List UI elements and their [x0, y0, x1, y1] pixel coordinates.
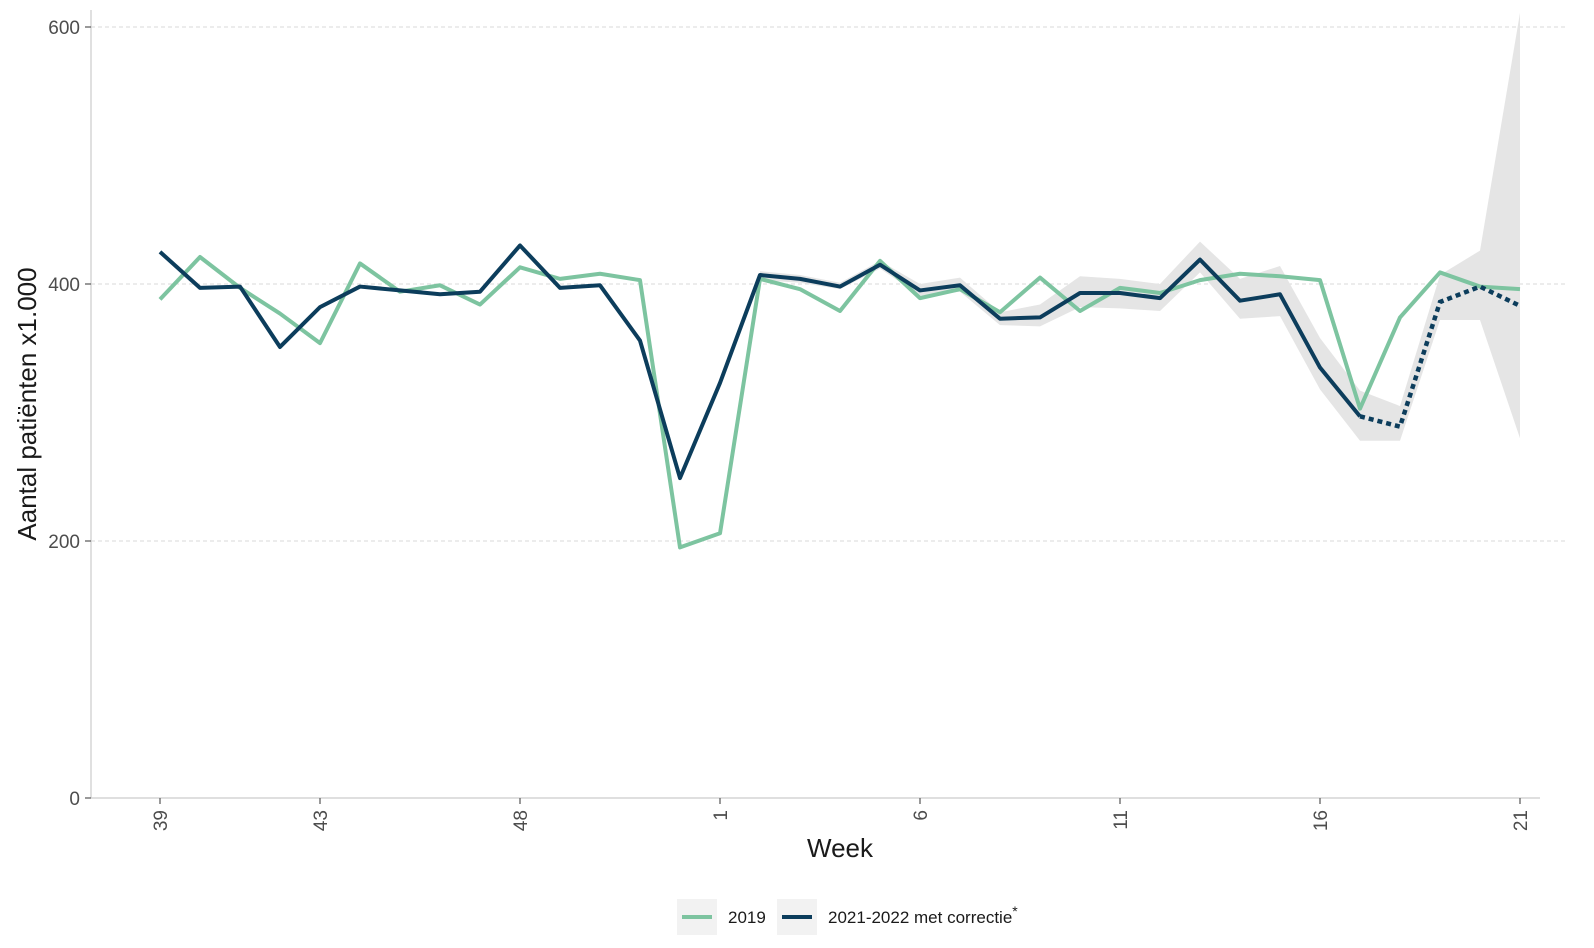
legend-label-2019: 2019: [728, 908, 766, 927]
series-line-projection: [1359, 284, 1521, 430]
confidence-band: [760, 12, 1520, 441]
y-tick-label: 400: [48, 275, 80, 296]
y-tick-label: 0: [69, 789, 80, 810]
x-tick-label: 16: [1311, 810, 1332, 831]
x-axis-ticks: 39 43 48 1 6 11 16 21: [151, 798, 1532, 831]
y-axis-ticks: 0 200 400 600: [48, 18, 91, 810]
series-line-2019: [158, 255, 1521, 550]
y-axis-title: Aantal patiënten x1.000: [12, 267, 42, 540]
y-tick-label: 600: [48, 18, 80, 39]
x-tick-label: 43: [311, 810, 332, 831]
x-axis-title: Week: [807, 833, 874, 863]
legend-label-2021-2022: 2021-2022 met correctie*: [828, 903, 1018, 927]
x-tick-label: 6: [911, 810, 932, 821]
x-tick-label: 39: [151, 810, 172, 831]
x-tick-label: 21: [1511, 810, 1532, 831]
series-line-2021-2022: [158, 243, 1362, 481]
y-tick-label: 200: [48, 532, 80, 553]
legend: 2019 2021-2022 met correctie*: [677, 899, 1018, 935]
x-tick-label: 48: [511, 810, 532, 831]
confidence-band-area: [760, 12, 1520, 441]
x-tick-label: 11: [1111, 810, 1132, 830]
x-tick-label: 1: [711, 810, 732, 821]
series-lines: [158, 243, 1521, 550]
